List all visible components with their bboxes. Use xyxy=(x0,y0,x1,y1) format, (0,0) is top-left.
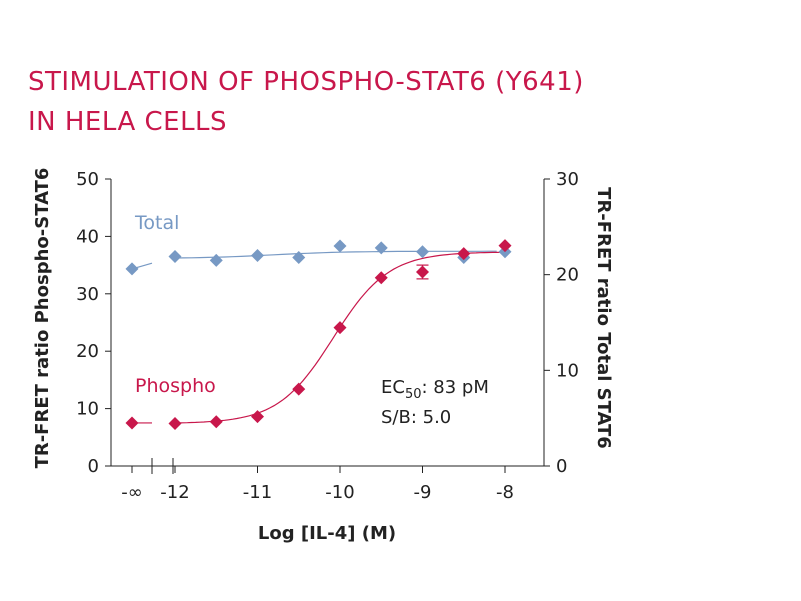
y-tick-label-right: 10 xyxy=(556,360,579,381)
chart-labels: Total Phospho EC50: 83 pM S/B: 5.0 Log [… xyxy=(32,168,614,544)
ec50-value: : 83 pM xyxy=(422,377,489,398)
fit-curve-total xyxy=(174,250,497,259)
data-point-phospho xyxy=(374,271,388,285)
data-point-phospho xyxy=(168,417,182,431)
data-point-total xyxy=(333,239,347,253)
y-tick-label-left: 20 xyxy=(76,341,99,362)
data-point-total-zero-dose xyxy=(125,262,139,276)
ec50-subscript: 50 xyxy=(405,387,422,402)
x-tick-label: -9 xyxy=(414,482,432,503)
x-axis-label: Log [IL-4] (M) xyxy=(258,523,396,544)
data-point-phospho xyxy=(333,321,347,335)
data-point-total xyxy=(209,253,223,267)
y-tick-label-right: 20 xyxy=(556,265,579,286)
chart-title: STIMULATION OF PHOSPHO-STAT6 (Y641) IN H… xyxy=(28,62,584,142)
data-point-phospho xyxy=(498,239,512,253)
y-tick-label-right: 0 xyxy=(556,456,567,477)
series-label-total: Total xyxy=(134,212,179,234)
data-point-phospho-zero-dose xyxy=(125,416,139,430)
x-tick-label: -10 xyxy=(325,482,354,503)
x-tick-label: -12 xyxy=(160,482,189,503)
data-point-phospho xyxy=(251,410,264,424)
series-label-phospho: Phospho xyxy=(135,375,216,397)
data-point-total xyxy=(168,249,182,263)
y-tick-label-left: 50 xyxy=(76,169,99,190)
y-tick-label-left: 0 xyxy=(88,456,99,477)
ec50-annotation: EC50: 83 pM xyxy=(381,377,489,402)
sb-annotation: S/B: 5.0 xyxy=(381,407,451,428)
data-point-phospho xyxy=(457,247,471,261)
y-axis-label-left: TR-FRET ratio Phospho-STAT6 xyxy=(32,168,53,469)
data-point-total xyxy=(374,241,388,255)
chart-title-line-1: STIMULATION OF PHOSPHO-STAT6 (Y641) xyxy=(28,67,584,97)
data-point-phospho xyxy=(416,265,429,279)
data-point-total xyxy=(251,249,264,263)
y-tick-label-left: 10 xyxy=(76,399,99,420)
x-tick-label: -∞ xyxy=(121,482,143,503)
data-point-total xyxy=(416,245,429,259)
y-tick-label-left: 40 xyxy=(76,226,99,247)
data-point-total xyxy=(292,250,306,264)
y-axis-label-right: TR-FRET ratio Total STAT6 xyxy=(593,187,614,449)
data-points xyxy=(125,239,512,431)
chart-title-line-2: IN HELA CELLS xyxy=(28,107,228,137)
chart-axes: 0 10 20 30 40 50 0 10 20 30 -∞ -12 -11 -10 -9 -8 xyxy=(76,169,579,503)
x-tick-label: -11 xyxy=(243,482,272,503)
x-tick-label: -8 xyxy=(496,482,514,503)
data-point-phospho xyxy=(292,382,306,396)
y-tick-label-left: 30 xyxy=(76,284,99,305)
data-point-phospho xyxy=(209,415,223,429)
y-tick-label-right: 30 xyxy=(556,169,579,190)
ec50-label: EC xyxy=(381,377,405,398)
